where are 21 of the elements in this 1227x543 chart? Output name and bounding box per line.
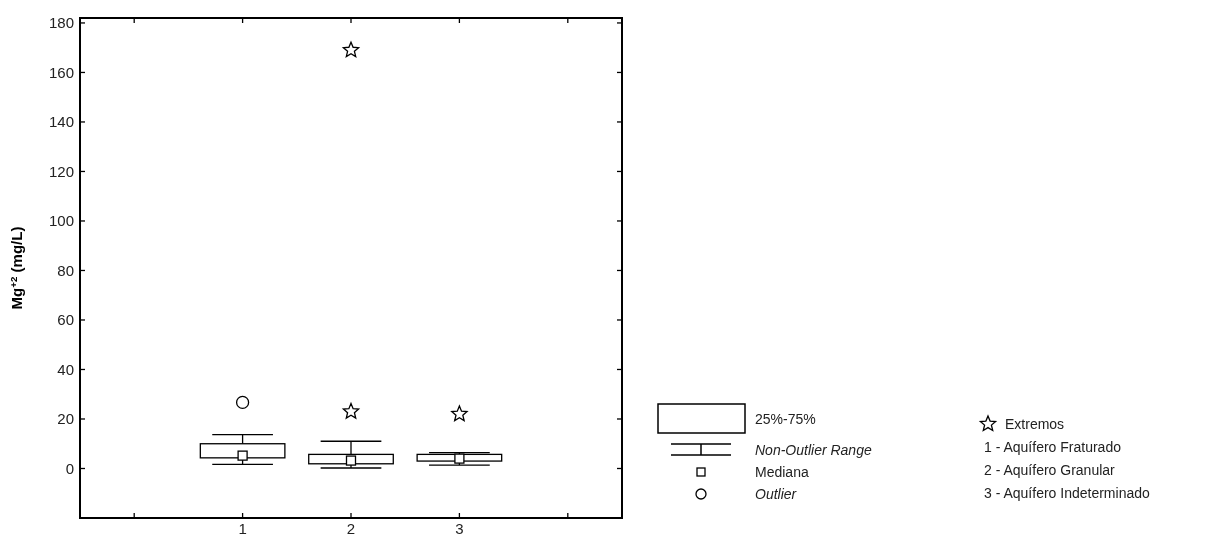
text: Outlier	[755, 485, 798, 502]
text: Non-Outlier Range	[755, 441, 872, 458]
y-tick-label: 40	[57, 360, 74, 378]
y-tick-label: 60	[57, 311, 74, 329]
y-tick-label: 0	[65, 459, 74, 477]
x-tick-label: 1	[238, 520, 247, 537]
y-tick-label: 140	[48, 113, 74, 131]
text: 2 - Aquífero Granular	[984, 461, 1116, 478]
text: 1 - Aquífero Fraturado	[984, 438, 1122, 455]
y-tick-label: 100	[48, 212, 74, 230]
x-tick-label: 3	[455, 520, 464, 537]
y-tick-label: 160	[48, 63, 74, 81]
text: Mediana	[755, 463, 809, 480]
x-tick-label: 2	[346, 520, 356, 537]
text: 25%-75%	[755, 410, 816, 427]
y-tick-label: 180	[48, 14, 74, 32]
y-tick-label: 120	[48, 162, 74, 180]
y-tick-label: 20	[57, 410, 74, 428]
text: 3 - Aquífero Indeterminado	[984, 484, 1150, 501]
y-tick-label: 80	[57, 261, 74, 279]
legend-label: Extremos	[1005, 415, 1065, 432]
